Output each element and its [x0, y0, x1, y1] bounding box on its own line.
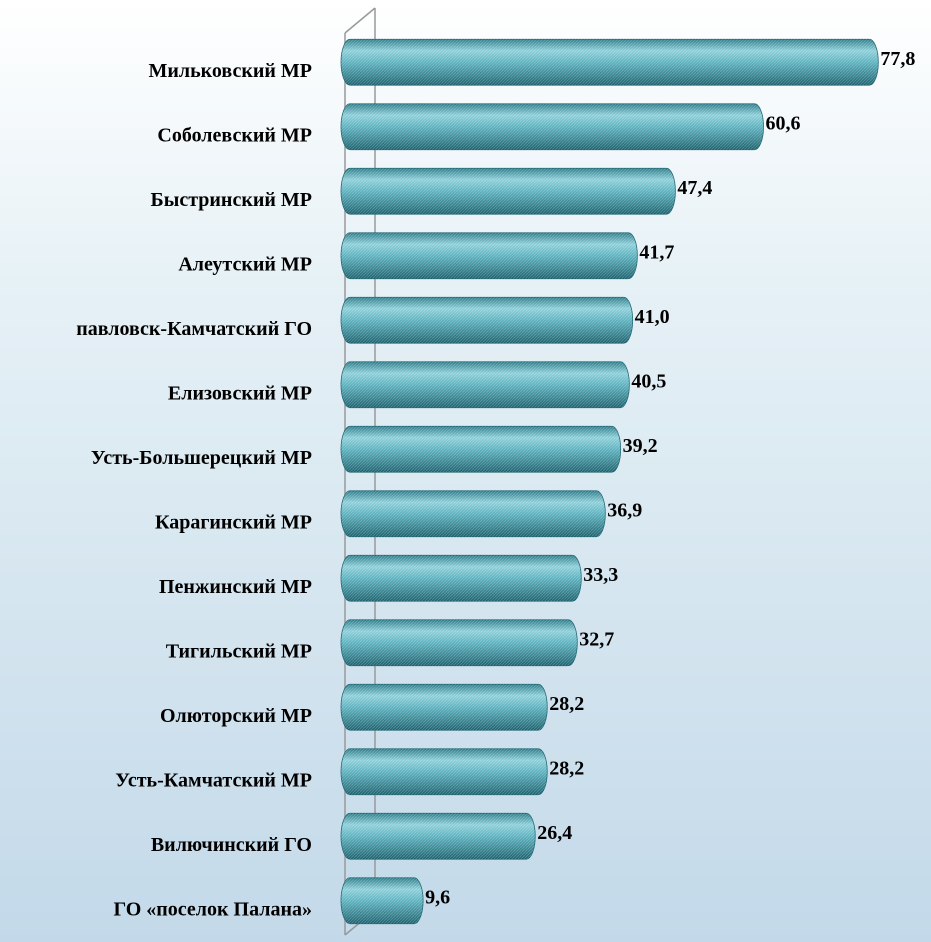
axis-line [344, 7, 376, 34]
bar-texture [341, 555, 582, 602]
bar-texture [341, 490, 606, 537]
value-label: 40,5 [631, 370, 666, 392]
category-label: Алеутский МР [178, 253, 312, 275]
bar-texture [341, 103, 764, 150]
bar-texture [341, 39, 879, 86]
bar-texture [341, 426, 621, 473]
value-label: 28,2 [549, 693, 584, 715]
category-label: Карагинский МР [155, 511, 312, 533]
bar-texture [341, 168, 676, 215]
value-label: 41,0 [635, 306, 670, 328]
value-label: 32,7 [579, 628, 614, 650]
value-label: 9,6 [425, 886, 450, 908]
value-label: 36,9 [607, 499, 642, 521]
category-label: Елизовский МР [168, 382, 312, 404]
category-label: Мильковский МР [148, 60, 312, 82]
value-label: 60,6 [766, 112, 801, 134]
value-label: 77,8 [880, 48, 915, 70]
bar-texture [341, 232, 638, 279]
value-label: 28,2 [549, 757, 584, 779]
bar-texture [341, 684, 548, 731]
category-label: Быстринский МР [151, 189, 313, 211]
bar-texture [341, 619, 578, 666]
bar-texture [341, 748, 548, 795]
category-label: павловск-Камчатский ГО [76, 318, 312, 340]
category-label: Усть-Камчатский МР [115, 769, 312, 791]
value-label: 47,4 [677, 177, 712, 199]
value-label: 39,2 [623, 435, 658, 457]
bar-texture [341, 361, 630, 408]
category-label: Усть-Большерецкий МР [91, 447, 312, 469]
category-label: Соболевский МР [157, 124, 312, 146]
category-label: Вилючинский ГО [151, 834, 312, 856]
category-label: Олюторский МР [160, 705, 312, 727]
bar-texture [341, 297, 633, 344]
bar-texture [341, 813, 536, 860]
category-label: Пенжинский МР [159, 576, 312, 598]
value-label: 41,7 [639, 241, 674, 263]
category-label: ГО «поселок Палана» [113, 898, 312, 920]
bar-texture [341, 877, 424, 924]
value-label: 33,3 [583, 564, 618, 586]
value-label: 26,4 [537, 822, 572, 844]
category-label: Тигильский МР [166, 640, 312, 662]
